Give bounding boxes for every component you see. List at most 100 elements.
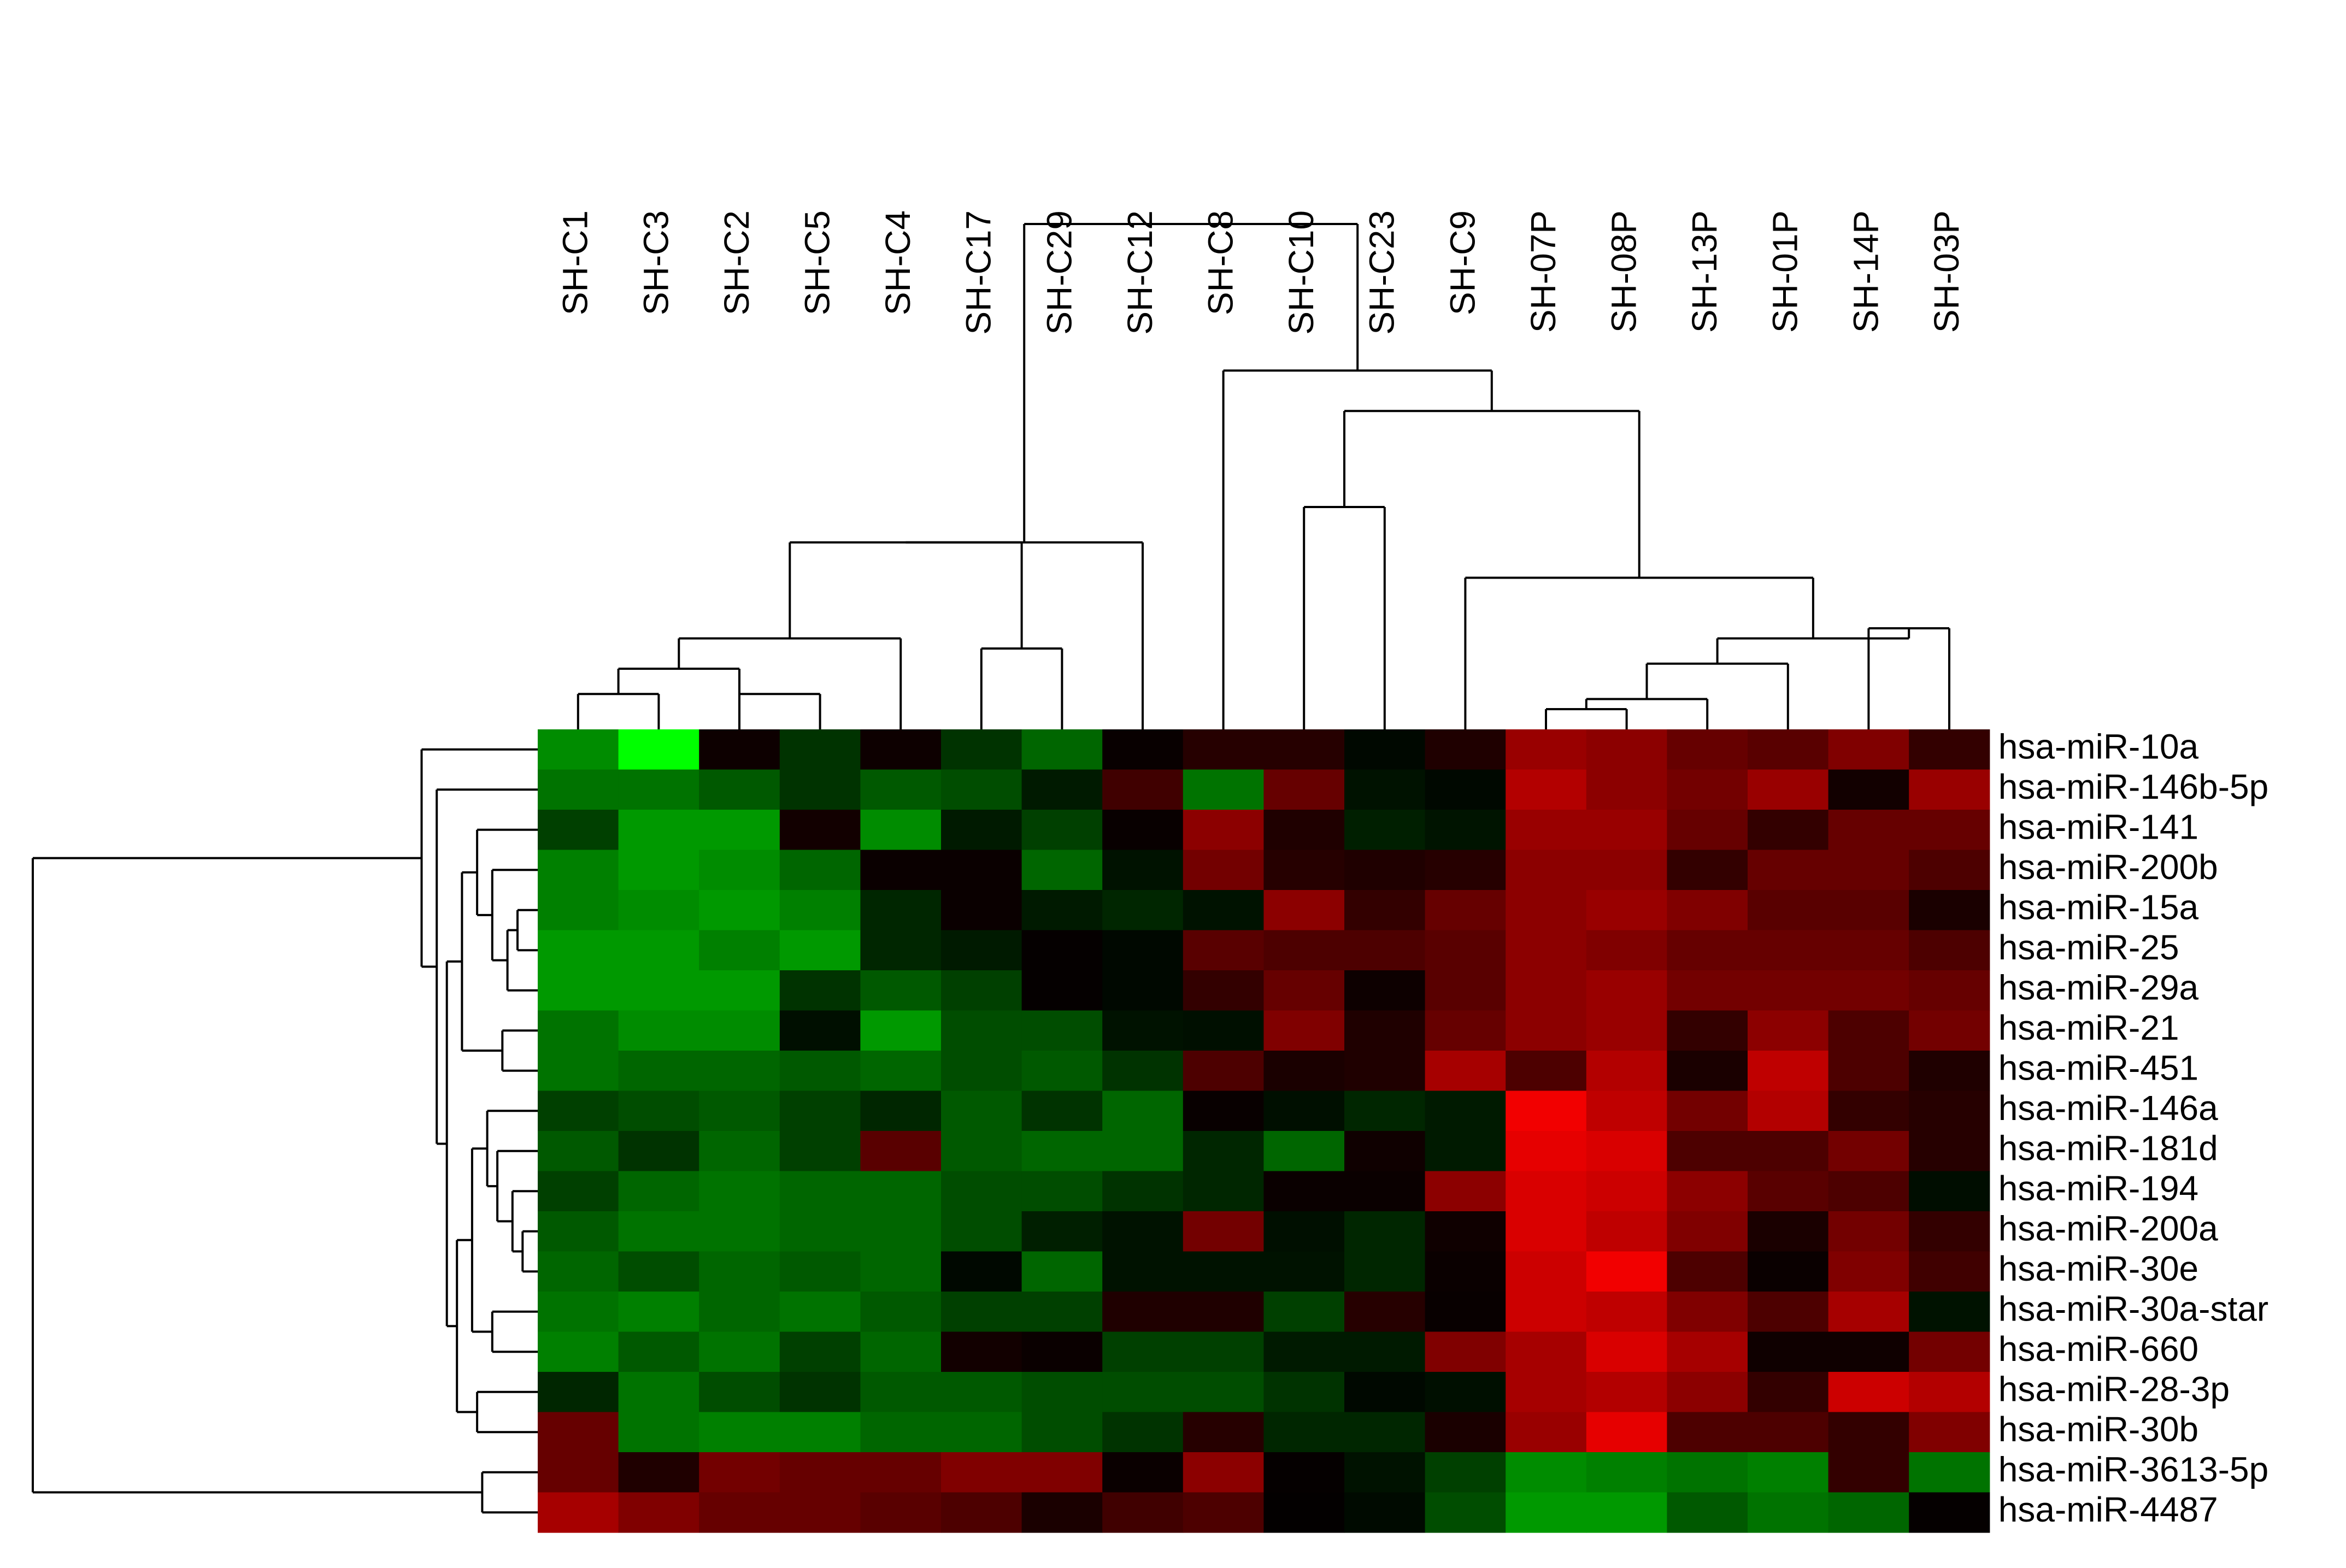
heatmap-cell — [1748, 1452, 1829, 1493]
heatmap-cell — [1506, 1211, 1587, 1252]
heatmap-cell — [1183, 729, 1264, 770]
column-label: SH-C8 — [1201, 210, 1240, 315]
heatmap-cell — [1425, 769, 1506, 810]
column-label: SH-C4 — [878, 210, 918, 315]
heatmap-cell — [1344, 890, 1426, 931]
heatmap-cell — [1263, 1251, 1345, 1292]
heatmap-cell — [1425, 930, 1506, 971]
heatmap-cell — [1748, 729, 1829, 770]
heatmap-cell — [1021, 1090, 1103, 1131]
heatmap-cell — [699, 1171, 780, 1212]
heatmap-cell — [538, 1292, 619, 1333]
heatmap-cell — [1506, 1251, 1587, 1292]
heatmap-cell — [779, 729, 861, 770]
heatmap-cell — [1586, 1292, 1667, 1333]
heatmap-cell — [1909, 1452, 1990, 1493]
heatmap-cell — [1748, 1010, 1829, 1051]
heatmap-cell — [1828, 1051, 1909, 1092]
heatmap-cell — [1425, 1090, 1506, 1131]
heatmap-cell — [1667, 1211, 1748, 1252]
heatmap-cell — [1586, 890, 1667, 931]
heatmap-cell — [1748, 1492, 1829, 1533]
column-label: SH-C17 — [959, 210, 998, 335]
heatmap-cell — [1344, 1292, 1426, 1333]
heatmap-cell — [1667, 1292, 1748, 1333]
heatmap-cell — [1021, 729, 1103, 770]
heatmap-cell — [1183, 810, 1264, 851]
heatmap-cell — [860, 769, 942, 810]
heatmap-cell — [1909, 1090, 1990, 1131]
heatmap-cell — [1828, 1292, 1909, 1333]
heatmap-cell — [618, 1211, 699, 1252]
heatmap-cell — [1667, 729, 1748, 770]
heatmap-cell — [1667, 1051, 1748, 1092]
heatmap-cell — [1586, 1331, 1667, 1372]
heatmap-cell — [699, 890, 780, 931]
heatmap-cell — [860, 1452, 942, 1493]
heatmap-cell — [1344, 1090, 1426, 1131]
heatmap-cell — [1425, 890, 1506, 931]
heatmap-cell — [1586, 1211, 1667, 1252]
heatmap-cell — [1021, 1010, 1103, 1051]
heatmap-cell — [1425, 1010, 1506, 1051]
heatmap-cell — [538, 1010, 619, 1051]
heatmap-cell — [1828, 1131, 1909, 1172]
column-label: SH-03P — [1927, 210, 1966, 333]
heatmap-cell — [1183, 1251, 1264, 1292]
heatmap-cell — [1263, 1372, 1345, 1413]
heatmap-cell — [1586, 1131, 1667, 1172]
heatmap-cell — [1667, 1412, 1748, 1453]
heatmap-cell — [1344, 1171, 1426, 1212]
heatmap-cell — [1748, 850, 1829, 891]
column-label: SH-C5 — [798, 210, 837, 315]
heatmap-cell — [1667, 1331, 1748, 1372]
heatmap-cell — [941, 970, 1022, 1011]
heatmap-cell — [699, 850, 780, 891]
heatmap-cell — [1828, 1492, 1909, 1533]
heatmap-cell — [618, 1251, 699, 1292]
column-label: SH-07P — [1524, 210, 1563, 333]
heatmap-cell — [1425, 1211, 1506, 1252]
heatmap-cell — [1909, 1251, 1990, 1292]
heatmap-cell — [1828, 810, 1909, 851]
heatmap-cell — [860, 729, 942, 770]
heatmap-cell — [1263, 1051, 1345, 1092]
heatmap-cell — [1102, 970, 1184, 1011]
heatmap-cell — [1667, 1010, 1748, 1051]
heatmap-cell — [1909, 1331, 1990, 1372]
row-label: hsa-miR-28-3p — [1998, 1370, 2230, 1409]
heatmap-cell — [860, 1251, 942, 1292]
heatmap-cell — [779, 850, 861, 891]
heatmap-cell — [941, 1492, 1022, 1533]
heatmap-cell — [1667, 970, 1748, 1011]
heatmap-cell — [538, 850, 619, 891]
heatmap-cell — [1506, 850, 1587, 891]
heatmap-cell — [1344, 1372, 1426, 1413]
heatmap-cell — [1021, 1292, 1103, 1333]
heatmap-cell — [860, 1331, 942, 1372]
column-dendrogram — [577, 223, 1950, 729]
heatmap-cell — [1425, 1131, 1506, 1172]
heatmap-cell — [1667, 769, 1748, 810]
column-label: SH-13P — [1685, 210, 1724, 333]
heatmap-cell — [699, 1331, 780, 1372]
heatmap-cell — [618, 970, 699, 1011]
heatmap-cell — [1263, 1412, 1345, 1453]
heatmap-cell — [779, 970, 861, 1011]
heatmap-cell — [1506, 1171, 1587, 1212]
heatmap-cell — [1506, 1090, 1587, 1131]
heatmap-cell — [779, 1010, 861, 1051]
heatmap-cell — [1425, 1452, 1506, 1493]
heatmap-cell — [699, 1051, 780, 1092]
heatmap-cell — [1344, 769, 1426, 810]
heatmap-cell — [1909, 890, 1990, 931]
heatmap-cell — [1183, 1171, 1264, 1212]
heatmap-cell — [1425, 1171, 1506, 1212]
heatmap-cell — [1425, 1492, 1506, 1533]
heatmap-cell — [538, 769, 619, 810]
heatmap-cell — [1909, 1211, 1990, 1252]
heatmap-cell — [941, 850, 1022, 891]
heatmap-cell — [1425, 1372, 1506, 1413]
heatmap-cell — [1586, 729, 1667, 770]
heatmap-cell — [618, 1090, 699, 1131]
